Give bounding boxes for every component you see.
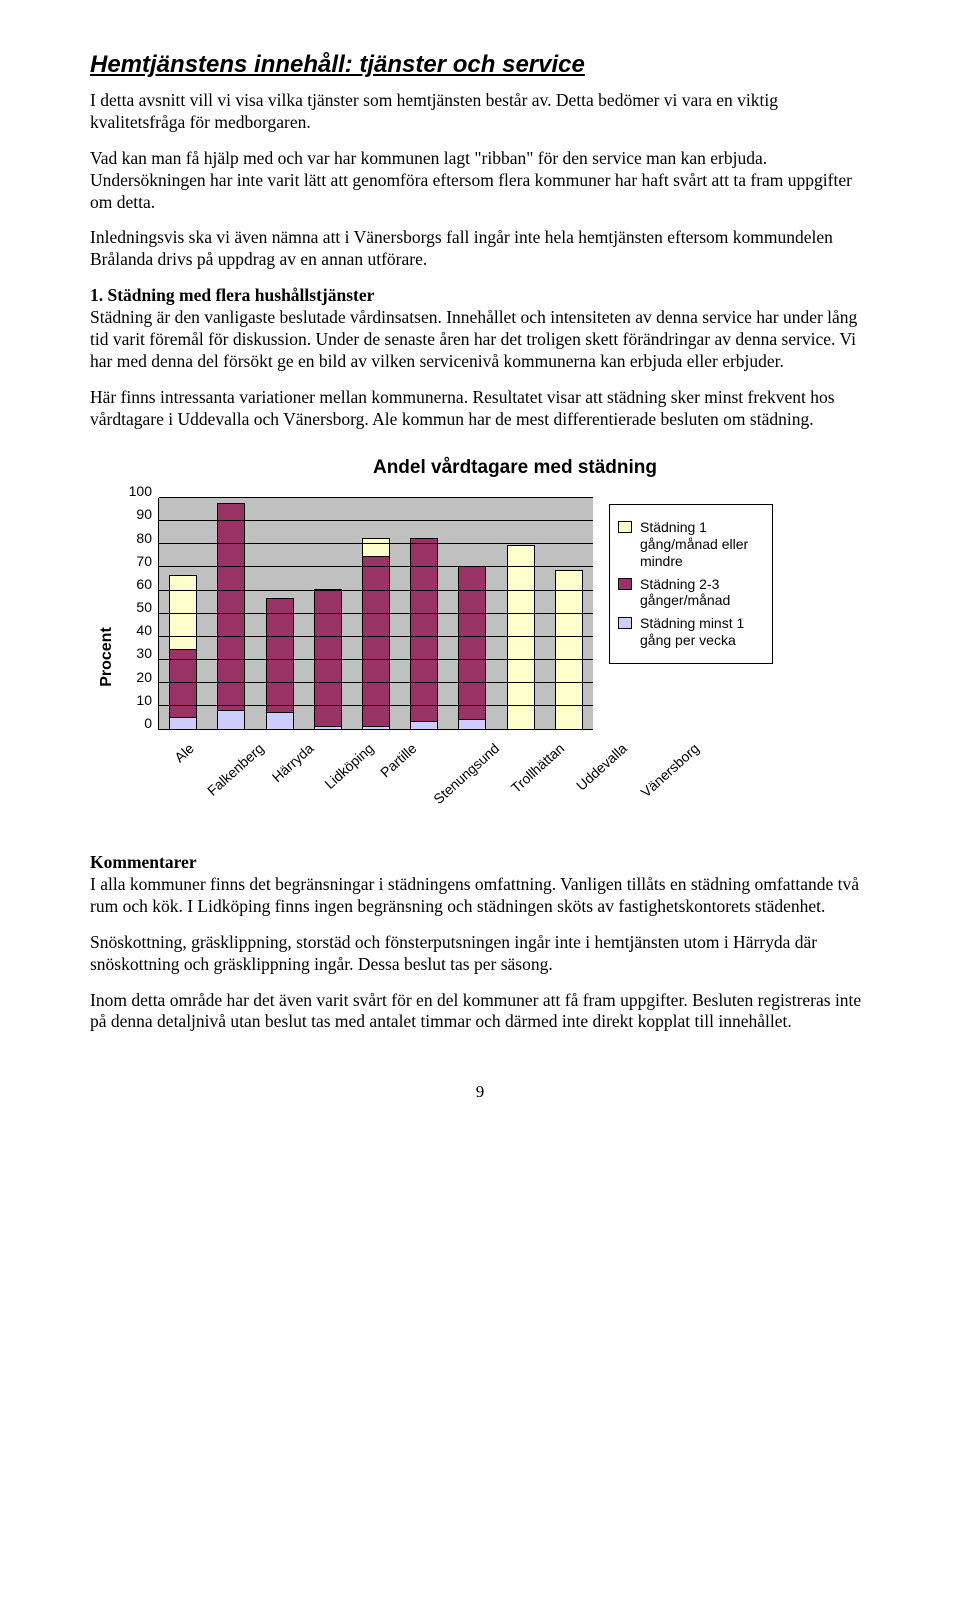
chart-bar-segment <box>508 546 534 729</box>
kommentarer-p1: I alla kommuner finns det begränsningar … <box>90 874 859 916</box>
chart-bar-segment <box>267 599 293 713</box>
intro-paragraph-1: I detta avsnitt vill vi visa vilka tjäns… <box>90 90 870 134</box>
cleaning-chart: Andel vårdtagare med städning Procent 10… <box>90 456 870 816</box>
chart-bar-segment <box>218 711 244 730</box>
chart-bar-segment <box>459 720 485 729</box>
chart-gridline <box>159 566 593 567</box>
chart-x-labels: AleFalkenbergHärrydaLidköpingPartilleSte… <box>158 736 593 816</box>
chart-gridline <box>159 636 593 637</box>
chart-gridline <box>159 497 593 498</box>
chart-plot-area <box>158 498 593 730</box>
chart-legend-item: Städning 1 gång/månad eller mindre <box>618 519 764 569</box>
chart-bar-segment <box>363 727 389 729</box>
section-1-body-a: Städning är den vanligaste beslutade vår… <box>90 307 857 371</box>
chart-y-axis-label: Procent <box>97 627 117 687</box>
section-1: 1. Städning med flera hushållstjänster S… <box>90 285 870 373</box>
page-number: 9 <box>90 1081 870 1102</box>
chart-bar-segment <box>363 539 389 558</box>
chart-legend: Städning 1 gång/månad eller mindre Städni… <box>609 504 773 664</box>
kommentarer-p3: Inom detta område har det även varit svå… <box>90 990 870 1034</box>
chart-legend-item: Städning 2-3 gånger/månad <box>618 576 764 610</box>
chart-legend-label: Städning minst 1 gång per vecka <box>640 615 764 649</box>
chart-legend-label: Städning 2-3 gånger/månad <box>640 576 764 610</box>
chart-gridline <box>159 659 593 660</box>
intro-paragraph-2: Vad kan man få hjälp med och var har kom… <box>90 148 870 214</box>
chart-bar <box>217 503 245 729</box>
chart-gridline <box>159 520 593 521</box>
chart-bar-segment <box>315 727 341 729</box>
chart-legend-label: Städning 1 gång/månad eller mindre <box>640 519 764 569</box>
chart-gridline <box>159 613 593 614</box>
chart-gridline <box>159 705 593 706</box>
chart-legend-swatch <box>618 617 632 629</box>
kommentarer-p2: Snöskottning, gräsklippning, storstäd oc… <box>90 932 870 976</box>
chart-bar-segment <box>170 718 196 730</box>
chart-bar <box>266 598 294 729</box>
chart-title: Andel vårdtagare med städning <box>160 456 870 480</box>
chart-bar-segment <box>218 504 244 710</box>
section-1-heading: 1. Städning med flera hushållstjänster <box>90 285 374 305</box>
section-1-body-b: Här finns intressanta variationer mellan… <box>90 387 870 431</box>
chart-bar-segment <box>170 650 196 717</box>
chart-bar-segment <box>411 722 437 729</box>
chart-legend-swatch <box>618 578 632 590</box>
chart-legend-swatch <box>618 521 632 533</box>
chart-bar-segment <box>267 713 293 729</box>
chart-legend-item: Städning minst 1 gång per vecka <box>618 615 764 649</box>
chart-gridline <box>159 590 593 591</box>
chart-gridline <box>159 682 593 683</box>
kommentarer-heading: Kommentarer <box>90 852 197 872</box>
intro-paragraph-3: Inledningsvis ska vi även nämna att i Vä… <box>90 227 870 271</box>
kommentarer: Kommentarer I alla kommuner finns det be… <box>90 852 870 918</box>
chart-gridline <box>159 543 593 544</box>
chart-bar <box>507 545 535 729</box>
chart-bar-segment <box>363 557 389 726</box>
page-title: Hemtjänstens innehåll: tjänster och serv… <box>90 50 870 80</box>
chart-y-ticks: 1009080706050403020100 <box>124 498 158 730</box>
